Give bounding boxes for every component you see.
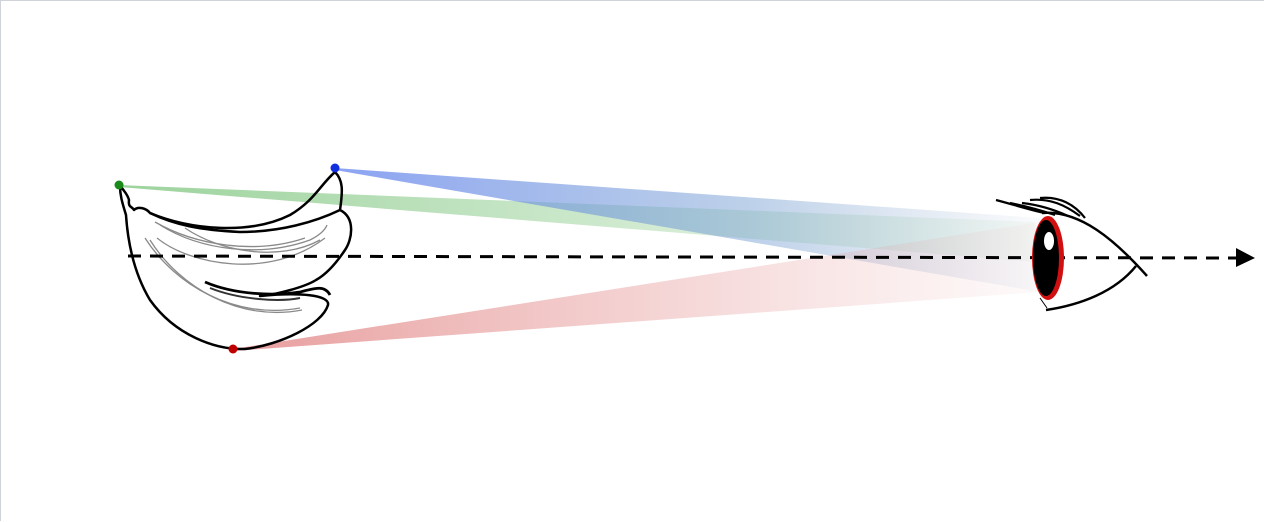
banana-outline (118, 170, 353, 351)
optical-axis (127, 254, 1239, 260)
pupil (1033, 220, 1059, 296)
banana-middle-edge (204, 280, 332, 296)
banana-bunch (118, 170, 353, 351)
green-point (114, 180, 124, 190)
banana-top-edge (149, 208, 341, 234)
eyelashes (995, 196, 1086, 219)
arrowhead-icon (1236, 248, 1255, 267)
blue-point (330, 163, 340, 173)
upper-eyelid (1041, 211, 1148, 277)
red-point (228, 344, 238, 354)
banana-shading (144, 221, 328, 314)
lower-eyelid (1045, 265, 1137, 312)
red-beam (233, 222, 1040, 351)
pupil-highlight (1044, 232, 1054, 250)
eye (995, 196, 1148, 312)
